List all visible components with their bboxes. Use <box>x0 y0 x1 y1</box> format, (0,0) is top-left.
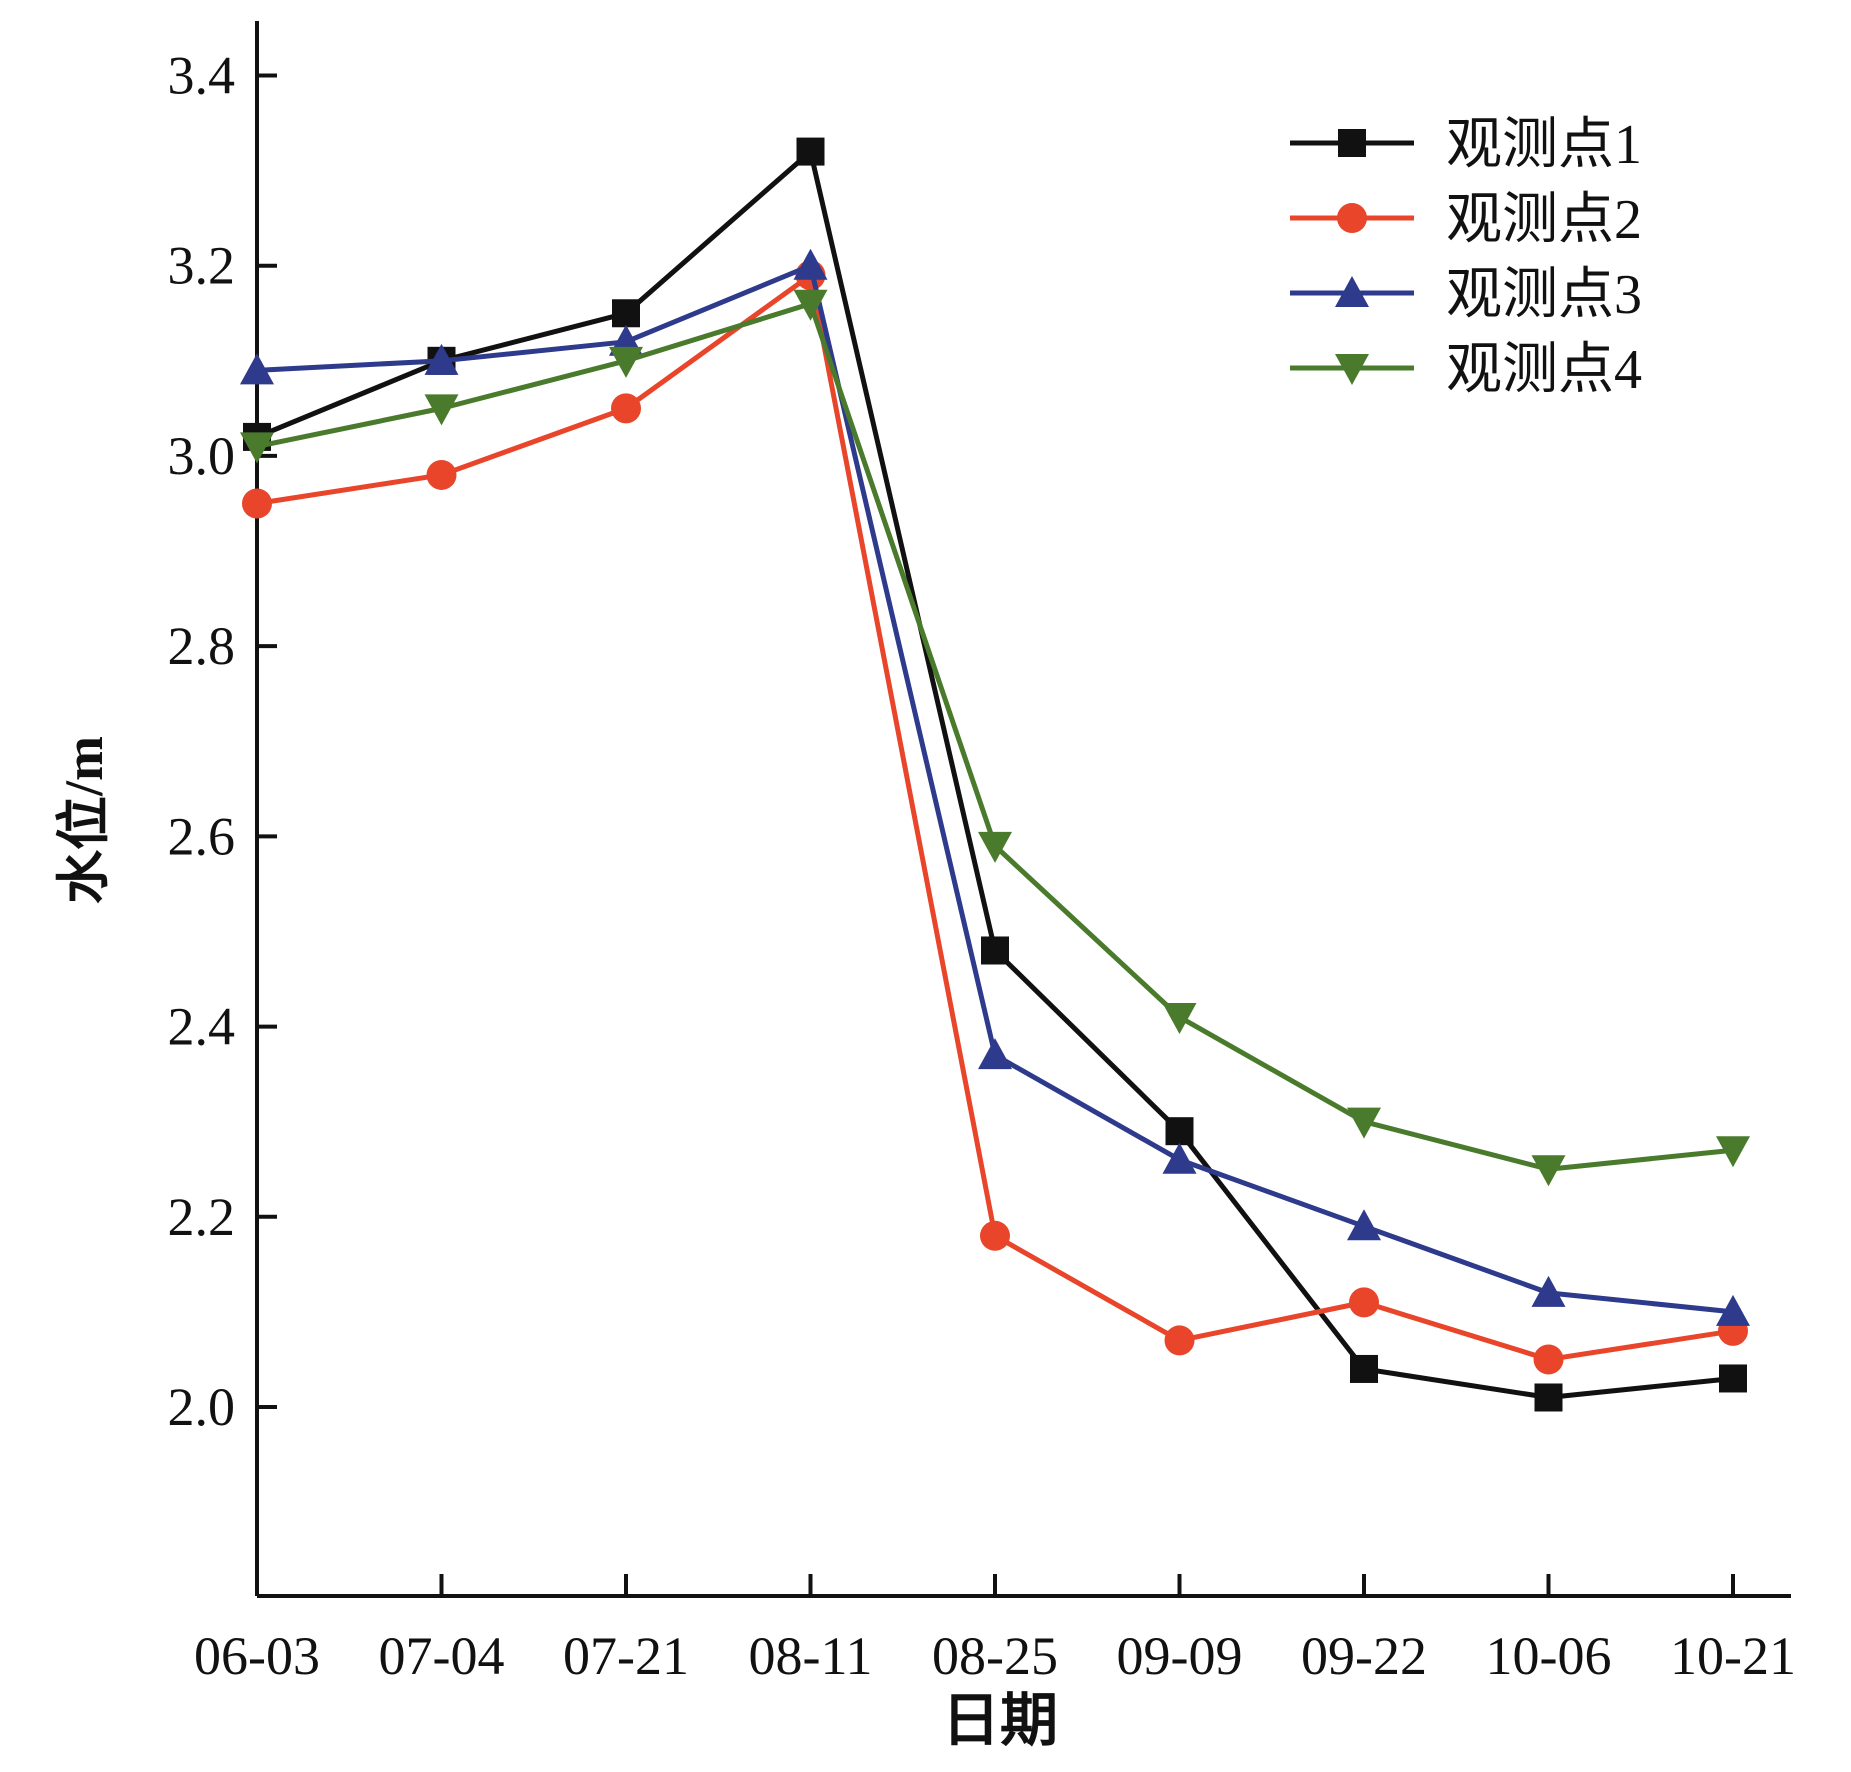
legend-item: 观测点4 <box>1290 339 1642 401</box>
x-tick-label: 07-21 <box>563 1626 689 1686</box>
y-tick-label: 2.6 <box>168 806 236 866</box>
y-tick-label: 3.4 <box>168 46 236 106</box>
data-point <box>1162 1142 1197 1174</box>
data-point <box>793 289 828 321</box>
data-point <box>240 353 274 385</box>
series-2 <box>242 260 1748 1375</box>
data-point <box>240 432 274 464</box>
data-point <box>793 248 828 280</box>
data-point <box>426 459 457 490</box>
data-point <box>978 831 1012 863</box>
legend-marker <box>1337 203 1367 233</box>
data-point <box>1165 1117 1194 1146</box>
y-tick-label: 2.0 <box>168 1377 236 1437</box>
series-1 <box>243 137 1747 1412</box>
legend: 观测点1 观测点2 观测点3 观测点4 <box>1290 114 1642 401</box>
data-point <box>1349 1287 1379 1318</box>
legend-item: 观测点3 <box>1290 264 1642 326</box>
y-tick-label: 3.0 <box>168 426 236 486</box>
data-point <box>609 346 643 378</box>
x-tick-label: 06-03 <box>194 1626 320 1686</box>
data-point <box>1347 1107 1381 1139</box>
data-point <box>1531 1155 1566 1187</box>
legend-item: 观测点2 <box>1290 189 1642 251</box>
data-point <box>1350 1354 1378 1383</box>
legend-label: 观测点4 <box>1446 339 1642 401</box>
y-tick-label: 3.2 <box>168 236 236 296</box>
x-tick-label: 07-04 <box>379 1626 505 1686</box>
data-point <box>1534 1383 1563 1412</box>
legend-label: 观测点1 <box>1446 114 1642 176</box>
x-tick-label: 08-25 <box>932 1626 1058 1686</box>
legend-label: 观测点3 <box>1446 264 1642 326</box>
data-point <box>1347 1209 1381 1241</box>
x-axis-label: 日期 <box>942 1686 1058 1754</box>
data-point <box>1162 1003 1197 1035</box>
data-point <box>611 393 641 424</box>
legend-marker <box>1335 354 1369 385</box>
data-point <box>1533 1344 1564 1375</box>
legend-marker <box>1338 129 1366 157</box>
data-point <box>980 1220 1010 1251</box>
y-tick-label: 2.4 <box>168 997 236 1057</box>
x-tick-label: 10-21 <box>1670 1626 1796 1686</box>
series-4 <box>240 289 1750 1187</box>
legend-marker <box>1335 276 1369 307</box>
x-tick-label: 10-06 <box>1486 1626 1612 1686</box>
data-point <box>1716 1136 1750 1168</box>
data-point <box>981 936 1009 965</box>
x-tick-label: 08-11 <box>749 1626 873 1686</box>
y-tick-label: 2.2 <box>168 1187 236 1247</box>
data-point <box>796 137 825 166</box>
series-line <box>256 263 1734 1315</box>
x-tick-label: 09-09 <box>1117 1626 1243 1686</box>
data-point <box>1719 1364 1747 1393</box>
data-point <box>1531 1275 1566 1307</box>
data-point <box>1164 1325 1195 1356</box>
data-point <box>424 343 459 375</box>
series-group <box>240 137 1750 1412</box>
y-axis-label: 水位/m <box>54 736 114 904</box>
legend-item: 观测点1 <box>1290 114 1642 176</box>
axes: 2.0 2.2 2.4 2.6 2.8 3.0 3.2 3.4 06-03 07-04 07-21 0… <box>168 21 1796 1686</box>
data-point <box>1716 1294 1750 1326</box>
data-point <box>424 394 459 426</box>
series-line <box>256 272 1734 1362</box>
y-tick-label: 2.8 <box>168 616 236 676</box>
data-point <box>612 299 640 328</box>
legend-label: 观测点2 <box>1446 189 1642 251</box>
data-point <box>978 1038 1012 1070</box>
data-point <box>242 488 272 519</box>
x-tick-label: 09-22 <box>1301 1626 1427 1686</box>
